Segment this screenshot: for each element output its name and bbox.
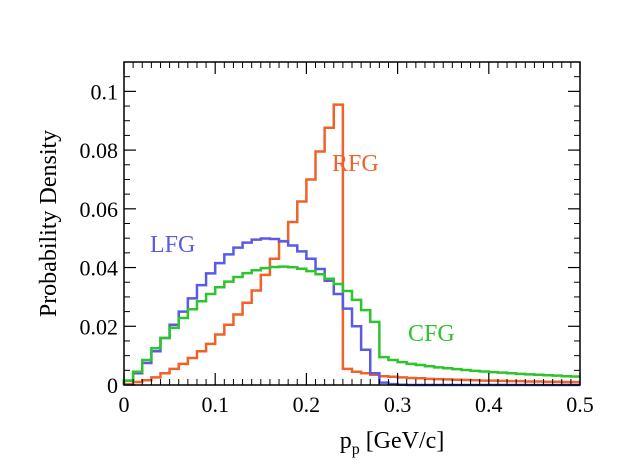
series-label-cfg: CFG xyxy=(408,321,455,347)
series-line-rfg xyxy=(122,103,580,386)
y-tick-label: 0.02 xyxy=(80,314,119,339)
x-tick-label: 0.3 xyxy=(384,392,412,417)
plot-frame xyxy=(123,61,581,386)
y-tick-label: 0.08 xyxy=(80,138,119,163)
y-tick-label: 0.06 xyxy=(80,197,119,222)
series-label-lfg: LFG xyxy=(150,232,195,258)
y-tick-label: 0.04 xyxy=(80,256,119,281)
y-tick-label: 0.1 xyxy=(91,79,119,104)
x-tick-label: 0.5 xyxy=(566,392,594,417)
series-label-rfg: RFG xyxy=(332,151,379,177)
x-tick-label: 0.2 xyxy=(293,392,321,417)
ticks-layer: 0 0.1 0.2 0.3 0.4 0.5 0 0.02 0.04 0.06 0.08 0.1 xyxy=(80,61,594,417)
y-axis-title: Probability Density xyxy=(36,130,62,317)
series-line-cfg xyxy=(122,265,580,385)
y-tick-label: 0 xyxy=(107,373,118,398)
x-tick-label: 0.4 xyxy=(475,392,503,417)
series-line-lfg xyxy=(122,237,580,387)
x-tick-label: 0 xyxy=(119,392,130,417)
x-tick-label: 0.1 xyxy=(201,392,229,417)
x-axis-title: pp [GeV/c] xyxy=(340,428,445,458)
